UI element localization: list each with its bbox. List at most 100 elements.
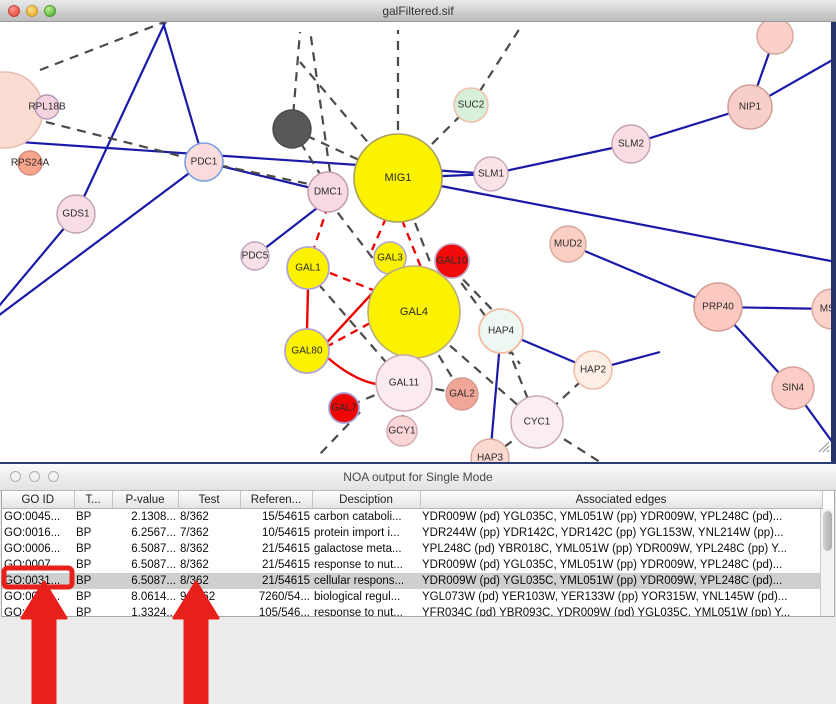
network-vertical-scrollbar[interactable] bbox=[831, 22, 836, 462]
results-table: GO ID T... P-value Test Referen... Desci… bbox=[2, 491, 823, 617]
table-body: GO:0045... BP 2.1308... 8/362 15/54615 c… bbox=[2, 509, 822, 617]
column-header-type[interactable]: T... bbox=[74, 491, 113, 509]
cell-go-id: GO:0007... bbox=[4, 559, 61, 571]
cell-description: response to nut... bbox=[314, 559, 403, 571]
node-GAL80[interactable] bbox=[284, 328, 330, 374]
node-RPS24A[interactable] bbox=[17, 150, 43, 176]
cell-associated-edges: YDR009W (pd) YGL035C, YML051W (pp) YDR00… bbox=[422, 511, 783, 523]
node-unlabeled-dark[interactable] bbox=[272, 109, 312, 149]
edge-highlight-dashed bbox=[370, 217, 388, 251]
edge-pd bbox=[45, 120, 205, 164]
node-label-SUC2: SUC2 bbox=[458, 100, 485, 111]
noa-minimize-button[interactable] bbox=[29, 471, 40, 482]
cell-test: 94/362 bbox=[180, 591, 216, 603]
resize-grip-icon[interactable] bbox=[817, 440, 830, 453]
close-button[interactable] bbox=[8, 5, 20, 17]
column-header-associated-edges[interactable]: Associated edges bbox=[420, 491, 823, 509]
node-label-CYC1: CYC1 bbox=[524, 417, 551, 428]
table-row[interactable]: GO:0006... BP 6.5087... 8/362 21/54615 g… bbox=[2, 541, 822, 557]
node-label-GAL11: GAL11 bbox=[389, 378, 420, 389]
node-GAL10[interactable] bbox=[434, 243, 470, 279]
column-header-test[interactable]: Test bbox=[178, 491, 241, 509]
table-row[interactable]: GO:0065... BP 8.0614... 94/362 7260/54..… bbox=[2, 589, 822, 605]
column-header-description[interactable]: Desciption bbox=[312, 491, 421, 509]
table-vertical-scrollbar[interactable] bbox=[820, 509, 833, 616]
cell-description: cellular respons... bbox=[312, 573, 420, 589]
node-SIN4[interactable] bbox=[771, 366, 815, 410]
node-GAL1[interactable] bbox=[286, 246, 330, 290]
node-label-GAL4: GAL4 bbox=[400, 306, 428, 318]
node-label-MSL5: MSL bbox=[820, 304, 836, 315]
edge-pp bbox=[0, 213, 77, 307]
node-SLM2[interactable] bbox=[611, 124, 651, 164]
column-header-reference[interactable]: Referen... bbox=[240, 491, 313, 509]
table-row[interactable]: GO:0045... BP 2.1308... 8/362 15/54615 c… bbox=[2, 509, 822, 526]
table-row[interactable]: GO:0031... BP 1.3324... 11/362 105/546..… bbox=[2, 605, 822, 617]
node-PRP40[interactable] bbox=[693, 282, 743, 332]
table-row[interactable]: GO:0016... BP 6.2567... 7/362 10/54615 p… bbox=[2, 525, 822, 541]
cell-type: BP bbox=[74, 573, 112, 589]
node-label-GAL2: GAL2 bbox=[449, 389, 475, 400]
cell-associated-edges: YDR009W (pd) YGL035C, YML051W (pp) YDR00… bbox=[422, 559, 783, 571]
cell-go-id: GO:0031... bbox=[2, 573, 74, 589]
node-CYC1[interactable] bbox=[510, 395, 564, 449]
network-canvas[interactable]: RPL18B RPS24A GDS1 PDC1 PDC5 DMC1 SUC2 M… bbox=[0, 22, 836, 462]
node-label-RPS24A: RPS24A bbox=[11, 158, 50, 169]
node-unlabeled-top[interactable] bbox=[756, 22, 794, 55]
node-GDS1[interactable] bbox=[56, 194, 96, 234]
noa-close-button[interactable] bbox=[10, 471, 21, 482]
column-header-pvalue[interactable]: P-value bbox=[112, 491, 179, 509]
noa-results-table[interactable]: GO ID T... P-value Test Referen... Desci… bbox=[1, 491, 835, 617]
window-traffic-lights[interactable] bbox=[8, 5, 56, 17]
node-GCY1[interactable] bbox=[386, 415, 418, 447]
cell-test: 8/362 bbox=[180, 543, 209, 555]
cell-type: BP bbox=[76, 543, 92, 555]
table-row[interactable]: GO:0007... BP 6.5087... 8/362 21/54615 r… bbox=[2, 557, 822, 573]
node-HAP2[interactable] bbox=[573, 350, 613, 390]
cell-pvalue: 6.5087... bbox=[112, 573, 178, 589]
edge-pd bbox=[203, 160, 329, 190]
node-HAP3[interactable] bbox=[470, 438, 510, 462]
cell-reference: 21/54615 bbox=[262, 559, 310, 571]
cell-associated-edges: YGL073W (pd) YER103W, YER133W (pp) YOR31… bbox=[422, 591, 788, 603]
cell-description: biological regul... bbox=[314, 591, 401, 603]
cell-test: 8/362 bbox=[178, 573, 240, 589]
node-PDC1[interactable] bbox=[184, 142, 224, 182]
edge-pp bbox=[490, 142, 632, 176]
node-DMC1[interactable] bbox=[307, 171, 349, 213]
edge-pd bbox=[39, 22, 168, 72]
node-SUC2[interactable] bbox=[453, 87, 489, 123]
node-GAL11[interactable] bbox=[375, 354, 433, 412]
cell-reference: 15/54615 bbox=[262, 511, 310, 523]
table-row-selected[interactable]: GO:0031... BP 6.5087... 8/362 21/54615 c… bbox=[2, 573, 822, 589]
node-NIP1[interactable] bbox=[727, 84, 773, 130]
cell-reference: 10/54615 bbox=[262, 527, 310, 539]
edge-highlight-dashed bbox=[312, 205, 330, 249]
node-PDC5[interactable] bbox=[240, 241, 270, 271]
node-GAL2[interactable] bbox=[445, 377, 479, 411]
cell-test: 11/362 bbox=[180, 607, 215, 617]
node-MUD2[interactable] bbox=[549, 225, 587, 263]
window-title: galFiltered.sif bbox=[382, 4, 454, 18]
edge-pp bbox=[567, 242, 719, 309]
table-header-row: GO ID T... P-value Test Referen... Desci… bbox=[2, 491, 823, 509]
node-GAL7[interactable] bbox=[328, 392, 360, 424]
noa-traffic-lights[interactable] bbox=[10, 471, 59, 482]
edge-pp bbox=[419, 180, 836, 264]
cell-type: BP bbox=[76, 559, 92, 571]
cell-pvalue: 2.1308... bbox=[131, 511, 176, 523]
minimize-button[interactable] bbox=[26, 5, 38, 17]
node-HAP4[interactable] bbox=[478, 308, 524, 354]
cell-reference: 21/54615 bbox=[262, 543, 310, 555]
cell-associated-edges: YDR009W (pd) YGL035C, YML051W (pp) YDR00… bbox=[420, 573, 822, 589]
zoom-button[interactable] bbox=[44, 5, 56, 17]
noa-zoom-button[interactable] bbox=[48, 471, 59, 482]
node-MIG1[interactable] bbox=[353, 133, 443, 223]
cell-type: BP bbox=[76, 607, 92, 617]
edge-pp bbox=[161, 22, 206, 163]
node-RPL18B[interactable] bbox=[34, 94, 60, 120]
table-scrollbar-thumb[interactable] bbox=[823, 511, 832, 551]
column-header-go-id[interactable]: GO ID bbox=[2, 491, 75, 509]
cell-description: carbon cataboli... bbox=[314, 511, 402, 523]
node-SLM1[interactable] bbox=[473, 156, 509, 192]
